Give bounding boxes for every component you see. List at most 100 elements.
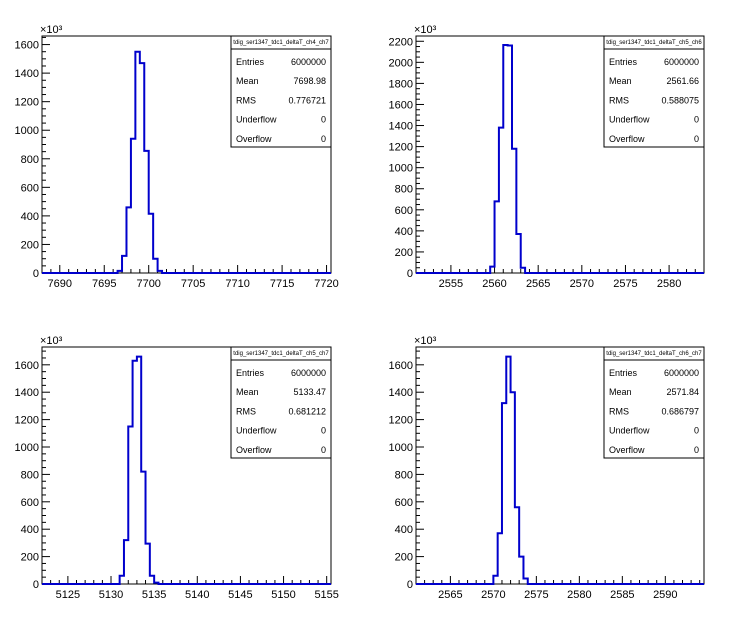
stats-value: 0 (321, 445, 326, 455)
y-tick-label: 200 (395, 247, 413, 259)
x-tick-label: 5155 (314, 589, 338, 601)
stats-value: 7698.98 (293, 76, 326, 86)
y-tick-label: 600 (21, 497, 39, 509)
x-tick-label: 2585 (610, 589, 634, 601)
stats-label: Entries (236, 368, 265, 378)
stats-label: RMS (236, 406, 256, 416)
y-tick-label: 400 (21, 211, 39, 223)
stats-box-frame (603, 35, 705, 148)
y-tick-label: 600 (395, 205, 413, 217)
stats-value: 2561.66 (666, 76, 699, 86)
stats-box-frame (603, 346, 705, 459)
x-tick-label: 7710 (225, 278, 249, 290)
y-tick-label: 0 (407, 579, 413, 591)
y-tick-label: 600 (21, 182, 39, 194)
stats-box: tdig_ser1347_tdc1_deltaT_ch5_ch6 Entries 6… (603, 35, 705, 148)
stats-label: Mean (609, 76, 632, 86)
stats-title: tdig_ser1347_tdc1_deltaT_ch6_ch7 (606, 351, 702, 357)
y-tick-label: 400 (395, 524, 413, 536)
y-tick-label: 1800 (389, 78, 413, 90)
y-tick-label: 200 (395, 552, 413, 564)
y-axis-multiplier: ×10³ (414, 24, 437, 36)
y-tick-label: 800 (21, 469, 39, 481)
y-axis-multiplier: ×10³ (40, 24, 63, 36)
y-tick-label: 0 (33, 579, 39, 591)
x-tick-label: 2555 (439, 278, 463, 290)
stats-value: 6000000 (664, 368, 699, 378)
x-tick-label: 5135 (142, 589, 166, 601)
stats-value: 0.776721 (288, 95, 326, 105)
y-tick-label: 200 (21, 239, 39, 251)
x-tick-label: 2580 (567, 589, 591, 601)
y-tick-label: 1400 (15, 387, 39, 399)
histogram-line (416, 43, 704, 274)
stats-label: Entries (609, 57, 638, 67)
stats-value: 0 (694, 115, 699, 125)
stats-title: tdig_ser1347_tdc1_deltaT_ch5_ch7 (233, 351, 329, 357)
x-tick-label: 7705 (181, 278, 205, 290)
stats-label: Entries (609, 368, 638, 378)
stats-value: 5133.47 (293, 387, 326, 397)
stats-value: 0 (321, 134, 326, 144)
y-tick-label: 800 (395, 184, 413, 196)
y-tick-label: 1600 (15, 360, 39, 372)
stats-label: Underflow (609, 115, 650, 125)
stats-title: tdig_ser1347_tdc1_deltaT_ch5_ch6 (606, 40, 702, 46)
y-tick-label: 600 (395, 497, 413, 509)
x-tick-label: 5145 (228, 589, 252, 601)
stats-label: Underflow (236, 115, 277, 125)
stats-box-frame (230, 346, 332, 459)
histogram-line (416, 355, 704, 585)
stats-value: 6000000 (664, 57, 699, 67)
histogram-panel-2: 0 200 400 600 800 1000 1200 1400 1600 1800 2000 220… (389, 24, 705, 290)
stats-label: Mean (609, 387, 632, 397)
y-tick-label: 1200 (389, 142, 413, 154)
x-tick-label: 2590 (653, 589, 677, 601)
stats-title: tdig_ser1347_tdc1_deltaT_ch4_ch7 (233, 40, 329, 46)
y-tick-label: 1400 (389, 387, 413, 399)
x-tick-label: 7720 (314, 278, 338, 290)
x-tick-label: 5150 (271, 589, 295, 601)
x-tick-label: 2575 (524, 589, 548, 601)
stats-label: RMS (609, 406, 629, 416)
stats-box-frame (230, 35, 332, 148)
stats-value: 0 (694, 426, 699, 436)
y-tick-label: 200 (21, 552, 39, 564)
y-tick-label: 1200 (15, 415, 39, 427)
histogram-panel-3: 0 200 400 600 800 1000 1200 1400 1600 5125 5130 513… (15, 335, 339, 601)
histogram-line (42, 50, 331, 274)
x-tick-label: 5140 (185, 589, 209, 601)
x-tick-label: 7695 (92, 278, 116, 290)
stats-box: tdig_ser1347_tdc1_deltaT_ch4_ch7 Entries 6… (230, 35, 332, 148)
y-tick-label: 2200 (389, 36, 413, 48)
stats-value: 2571.84 (666, 387, 699, 397)
y-tick-label: 800 (21, 154, 39, 166)
y-axis-multiplier: ×10³ (414, 335, 437, 347)
y-tick-label: 0 (33, 268, 39, 280)
x-tick-label: 7700 (136, 278, 160, 290)
stats-label: RMS (236, 95, 256, 105)
y-tick-label: 400 (21, 524, 39, 536)
stats-label: Mean (236, 76, 259, 86)
stats-value: 0 (321, 426, 326, 436)
y-tick-label: 1200 (15, 97, 39, 109)
y-tick-label: 1000 (15, 125, 39, 137)
x-tick-label: 2570 (570, 278, 594, 290)
x-tick-label: 2580 (657, 278, 681, 290)
y-tick-label: 1200 (389, 415, 413, 427)
y-tick-label: 1600 (389, 99, 413, 111)
x-tick-label: 5130 (99, 589, 123, 601)
histogram-line (42, 355, 331, 585)
stats-value: 0 (321, 115, 326, 125)
x-tick-label: 2560 (482, 278, 506, 290)
y-tick-label: 1600 (15, 40, 39, 52)
y-tick-label: 1000 (15, 442, 39, 454)
stats-value: 0 (694, 134, 699, 144)
stats-label: Overflow (236, 445, 272, 455)
stats-value: 0.681212 (288, 406, 326, 416)
stats-box: tdig_ser1347_tdc1_deltaT_ch5_ch7 Entries 6… (230, 346, 332, 459)
histogram-panel-4: 0 200 400 600 800 1000 1200 1400 1600 2565 2570 257… (389, 335, 705, 601)
stats-value: 0.588075 (661, 95, 699, 105)
x-tick-label: 2565 (438, 589, 462, 601)
